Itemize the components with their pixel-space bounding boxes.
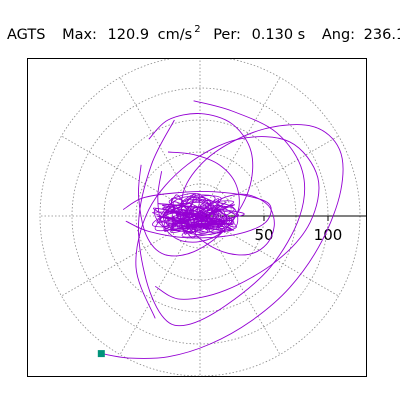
chart-header: AGTS Max: 120.9 cm/s 2 Per: 0.130 s Ang: … (7, 20, 400, 43)
orbit-trace-1 (101, 124, 344, 359)
grid-spoke (199, 215, 339, 297)
orbit-trace-4 (137, 113, 254, 257)
max-unit-exponent: 2 (194, 24, 201, 35)
grid-spoke (119, 77, 201, 217)
orbit-trace-3 (138, 100, 306, 327)
radial-tick-label: 50 (254, 226, 273, 244)
angle-value: 236.1 (363, 27, 400, 43)
start-marker (97, 350, 105, 358)
period-label: Per: (213, 27, 241, 43)
marker-group (97, 350, 105, 358)
plot-frame (27, 58, 367, 377)
max-unit: cm/s (157, 27, 193, 43)
angle-label: Ang: (321, 27, 356, 43)
grid-spoke (119, 215, 201, 355)
period-value: 0.130 s (251, 27, 306, 43)
orbit-trace-center-cluster (152, 193, 245, 239)
orbit-trace-2 (135, 136, 320, 319)
orbit-trace-5 (122, 191, 272, 239)
grid-spoke (61, 215, 201, 297)
radial-tick-label: 100 (314, 226, 343, 244)
orbit-trace-group (101, 100, 344, 359)
grid-spoke (61, 135, 201, 217)
max-label: Max: (62, 27, 97, 43)
max-value: 120.9 (107, 27, 150, 43)
polar-axis: 50 100 (200, 215, 366, 244)
station-label: AGTS (7, 27, 46, 43)
grid-spoke (199, 215, 281, 355)
grid-spoke (199, 77, 281, 217)
grid-spoke (199, 135, 339, 217)
